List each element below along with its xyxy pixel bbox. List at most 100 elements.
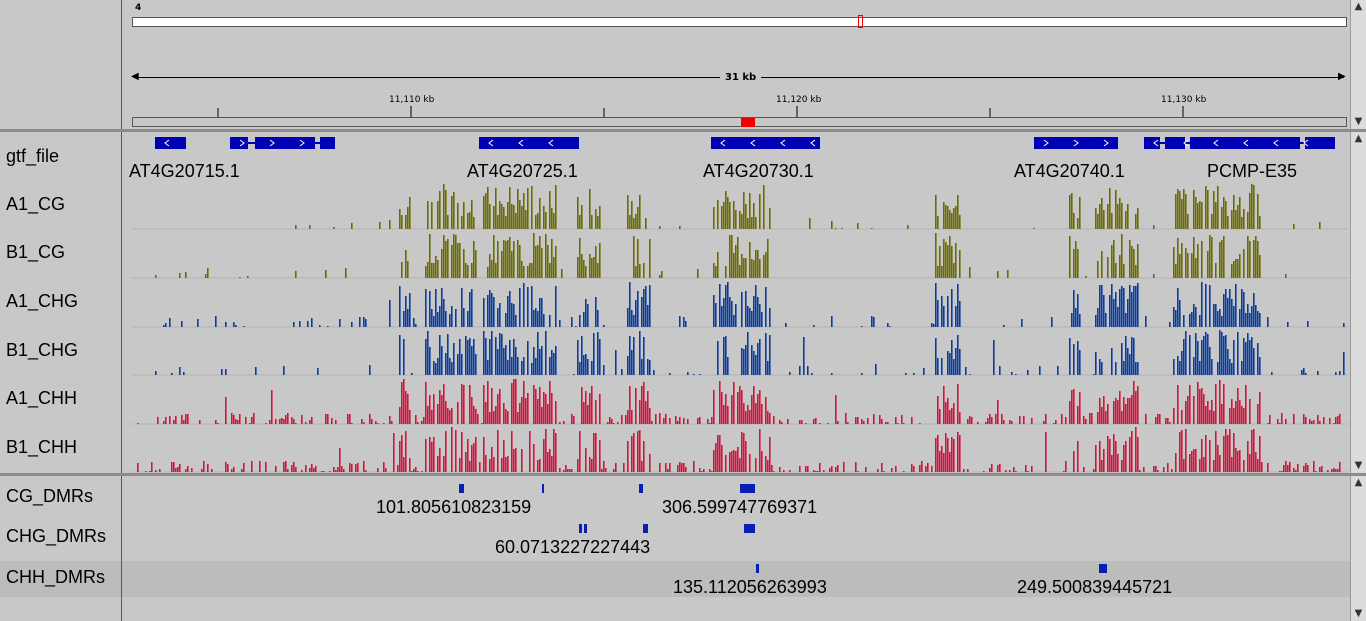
- coverage-bar: [783, 470, 785, 472]
- coverage-bar: [521, 449, 523, 472]
- panel-divider[interactable]: [0, 129, 1366, 132]
- dmr-score-label: 249.500839445721: [1017, 577, 1173, 597]
- track-name-a1chg[interactable]: A1_CHG: [6, 291, 79, 311]
- coverage-bar: [427, 406, 429, 424]
- coverage-bar: [647, 359, 649, 375]
- scroll-down-icon[interactable]: ▼: [1354, 608, 1363, 619]
- coverage-bar: [597, 216, 599, 229]
- coverage-bar: [409, 197, 411, 229]
- coverage-bar: [719, 284, 721, 327]
- coverage-bar: [887, 422, 889, 424]
- coverage-bar: [1243, 292, 1245, 327]
- coverage-bar: [389, 220, 391, 229]
- coverage-bar: [281, 418, 283, 424]
- dmr-scrollbar[interactable]: ▲ ▼: [1350, 476, 1366, 621]
- coverage-bar: [1207, 401, 1209, 424]
- ruler-bar[interactable]: [132, 117, 1347, 127]
- coverage-bar: [969, 374, 971, 375]
- coverage-bar: [555, 286, 557, 327]
- coverage-bar: [535, 308, 537, 327]
- coverage-bar: [589, 393, 591, 424]
- track-name-a1chh[interactable]: A1_CHH: [6, 388, 78, 408]
- coverage-bar: [393, 433, 395, 472]
- coverage-bar: [275, 419, 277, 424]
- coverage-bar: [679, 316, 681, 327]
- coverage-bar: [941, 266, 943, 278]
- scroll-up-icon[interactable]: ▲: [1354, 477, 1363, 488]
- coverage-bar: [913, 373, 915, 375]
- coverage-bar: [1293, 414, 1295, 424]
- coverage-bar: [613, 423, 615, 424]
- coverage-bar: [725, 394, 727, 424]
- track-name-chh-dmrs[interactable]: CHH_DMRs: [6, 567, 105, 587]
- chromosome-ideogram[interactable]: [132, 17, 1347, 27]
- coverage-bar: [643, 382, 645, 424]
- coverage-bar: [415, 467, 417, 472]
- track-name-b1chh[interactable]: B1_CHH: [6, 437, 78, 457]
- coverage-bar: [935, 233, 937, 278]
- coverage-bar: [959, 215, 961, 229]
- ruler-scrollbar[interactable]: ▲ ▼: [1350, 0, 1366, 129]
- track-name-b1chg[interactable]: B1_CHG: [6, 340, 79, 360]
- coverage-bar: [1229, 359, 1231, 375]
- coverage-bar: [309, 468, 311, 472]
- coverage-bar: [693, 461, 695, 472]
- coverage-bar: [589, 457, 591, 472]
- coverage-bar: [413, 469, 415, 472]
- track-name-b1cg[interactable]: B1_CG: [6, 242, 66, 262]
- coverage-bar: [745, 345, 747, 375]
- coverage-bar: [753, 296, 755, 327]
- ruler-name-panel: [0, 0, 122, 129]
- track-name-gtf[interactable]: gtf_file: [6, 146, 60, 166]
- data-scrollbar[interactable]: ▲ ▼: [1350, 132, 1366, 473]
- track-name-chg-dmrs[interactable]: CHG_DMRs: [6, 526, 107, 546]
- coverage-bar: [537, 213, 539, 229]
- coverage-bar: [1235, 259, 1237, 278]
- coverage-bar: [1223, 294, 1225, 327]
- track-name-a1cg[interactable]: A1_CG: [6, 194, 66, 214]
- coverage-bar: [1153, 274, 1155, 278]
- coverage-bar: [1343, 323, 1345, 327]
- coverage-bar: [1101, 251, 1103, 278]
- scroll-down-icon[interactable]: ▼: [1354, 460, 1363, 471]
- scroll-up-icon[interactable]: ▲: [1354, 133, 1363, 144]
- coverage-bar: [1095, 208, 1097, 229]
- coverage-bar: [581, 205, 583, 229]
- data-tracks-svg[interactable]: [0, 132, 1366, 473]
- coverage-bar: [461, 432, 463, 472]
- coverage-bar: [1313, 461, 1315, 472]
- scroll-up-icon[interactable]: ▲: [1354, 1, 1363, 12]
- coverage-bar: [889, 326, 891, 327]
- coverage-bar: [489, 339, 491, 375]
- coverage-bar: [591, 386, 593, 424]
- coverage-bar: [463, 308, 465, 327]
- coverage-bar: [779, 420, 781, 424]
- strand-arrow: [1243, 139, 1249, 147]
- coverage-bar: [497, 308, 499, 327]
- coverage-bar: [403, 311, 405, 327]
- coverage-bar: [447, 239, 449, 278]
- coverage-bar: [769, 308, 771, 327]
- current-region-marker[interactable]: [858, 15, 863, 28]
- coverage-bar: [953, 208, 955, 229]
- coverage-bar: [247, 276, 249, 278]
- coverage-bar: [639, 331, 641, 375]
- coverage-bar: [591, 215, 593, 229]
- coverage-bar: [1115, 362, 1117, 375]
- panel-divider[interactable]: [0, 473, 1366, 476]
- coverage-bar: [1173, 408, 1175, 424]
- coverage-bar: [243, 463, 245, 472]
- coverage-bar: [499, 303, 501, 327]
- coverage-bar: [443, 299, 445, 327]
- coverage-bar: [415, 415, 417, 424]
- coverage-bar: [753, 351, 755, 375]
- coverage-bar: [1231, 399, 1233, 424]
- coverage-bar: [559, 468, 561, 472]
- coverage-bar: [253, 413, 255, 424]
- coverage-bar: [1223, 336, 1225, 375]
- scroll-down-icon[interactable]: ▼: [1354, 116, 1363, 127]
- coverage-bar: [501, 251, 503, 278]
- track-name-cg-dmrs[interactable]: CG_DMRs: [6, 486, 94, 506]
- coverage-bar: [1247, 304, 1249, 327]
- dmr-features-svg[interactable]: [0, 476, 1366, 621]
